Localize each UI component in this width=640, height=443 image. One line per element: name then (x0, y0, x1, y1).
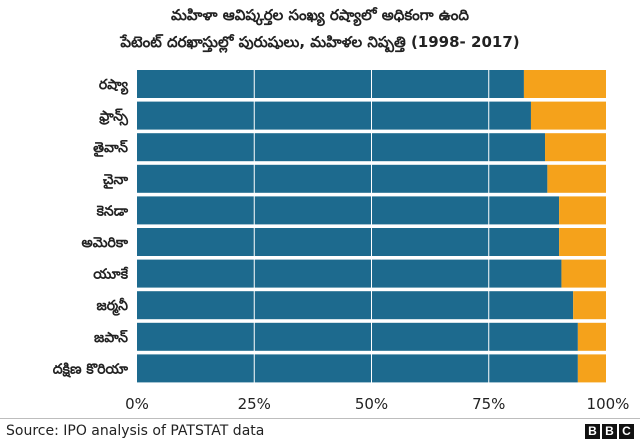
bar-segment-men (137, 322, 578, 351)
bar-segment-women (545, 133, 606, 162)
bar-segment-men (137, 164, 548, 193)
chart-title: మహిళా ఆవిష్కర్తల సంఖ్య రష్యాలో అధికంగా ఉ… (171, 6, 469, 24)
category-label: రష్యా (99, 77, 129, 95)
category-label: యూకే (93, 267, 128, 283)
source-note: Source: IPO analysis of PATSTAT data (6, 423, 265, 439)
bar-segment-women (523, 70, 606, 98)
bar-segment-women (547, 164, 606, 193)
x-tick-label: 100% (587, 395, 630, 413)
bar-segment-men (137, 259, 562, 288)
bar-segment-men (137, 196, 560, 225)
category-label: జర్మనీ (97, 298, 129, 316)
x-tick-label: 75% (472, 395, 505, 413)
bbc-logo-letter: B (585, 424, 600, 439)
bbc-logo-letter: B (602, 424, 617, 439)
category-label: అమెరికా (82, 235, 129, 251)
category-label: దక్షిణ కొరియా (53, 361, 129, 377)
bar-segment-men (137, 354, 578, 383)
x-tick-label: 25% (238, 395, 271, 413)
bar-segment-men (137, 101, 531, 130)
bar-segment-men (137, 291, 574, 320)
bar-segment-women (530, 101, 606, 130)
bar-segment-women (577, 322, 606, 351)
bar-segment-men (137, 70, 524, 98)
bar-segment-men (137, 133, 546, 162)
x-tick-label: 0% (125, 395, 149, 413)
chart-subtitle: పేటెంట్ దరఖాస్తుల్లో పురుషులు, మహిళల నిష… (120, 33, 520, 51)
bar-segment-women (577, 354, 606, 383)
bbc-logo-letter: C (619, 424, 634, 439)
bbc-logo: B B C (585, 424, 634, 439)
bar-segment-women (561, 259, 606, 288)
category-label: చైనా (103, 172, 129, 189)
category-label: ఫ్రాన్స్ (98, 108, 128, 127)
category-label: తైవాన్ (93, 139, 128, 157)
x-tick-label: 50% (355, 395, 388, 413)
bar-segment-women (559, 196, 606, 225)
bar-segment-women (573, 291, 606, 320)
bar-segment-men (137, 228, 560, 256)
bar-segment-women (559, 228, 606, 256)
category-label: జపాన్ (94, 329, 128, 346)
category-label: కెనడా (96, 203, 129, 219)
footer-divider (0, 418, 640, 419)
